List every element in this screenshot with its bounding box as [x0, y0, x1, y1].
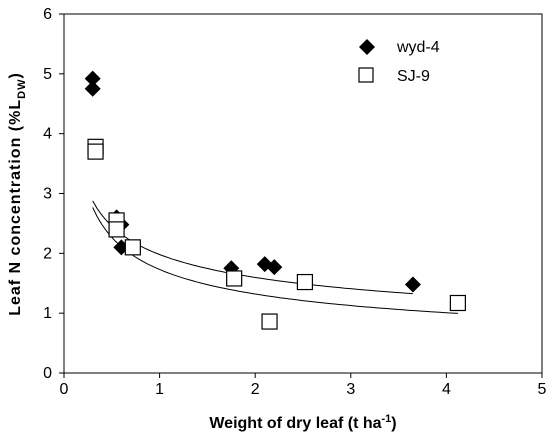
plot-area-frame	[63, 13, 543, 374]
data-point-sj-9	[296, 273, 314, 291]
tick-layer: 0 1 2 3 4 5 0 1 2 3 4 5 6	[43, 6, 546, 398]
y-tick-label: 4	[43, 126, 52, 143]
x-tick-label: 1	[155, 381, 164, 398]
data-point-sj-9	[124, 239, 141, 256]
legend-label-wyd-4: wyd-4	[396, 39, 440, 56]
x-tick-label: 5	[538, 381, 547, 398]
y-tick-label: 3	[43, 186, 52, 203]
data-point-wyd-4	[84, 80, 101, 97]
y-tick-label: 1	[43, 305, 52, 322]
data-point-sj-9	[108, 221, 125, 238]
legend: wyd-4 SJ-9	[358, 39, 440, 85]
legend-marker-sj-9	[358, 67, 374, 83]
x-tick-label: 4	[442, 381, 451, 398]
y-axis-title: Leaf N concentration (%LDW)	[7, 72, 28, 316]
x-tick-label: 0	[60, 381, 69, 398]
data-point-wyd-4	[404, 276, 421, 293]
y-tick-label: 6	[43, 6, 52, 23]
data-point-sj-9	[261, 313, 278, 330]
data-point-wyd-4	[266, 259, 283, 276]
x-tick-label: 2	[251, 381, 260, 398]
data-point-sj-9	[226, 270, 243, 287]
y-tick-label: 2	[43, 245, 52, 262]
x-tick-label: 3	[346, 381, 355, 398]
y-tick-label: 5	[43, 66, 52, 83]
data-point-wyd-4	[84, 70, 101, 87]
fit-curve-layer	[92, 200, 458, 314]
x-axis-title: Weight of dry leaf (t ha-1)	[209, 413, 396, 432]
legend-marker-wyd-4	[359, 39, 375, 55]
data-point-layer	[84, 70, 466, 330]
fit-curve-wyd-4	[92, 200, 413, 295]
data-point-sj-9	[449, 294, 466, 312]
data-point-sj-9	[87, 143, 104, 160]
fit-curve-sj-9	[92, 207, 458, 314]
y-tick-label: 0	[43, 365, 52, 382]
legend-label-sj-9: SJ-9	[397, 68, 430, 85]
